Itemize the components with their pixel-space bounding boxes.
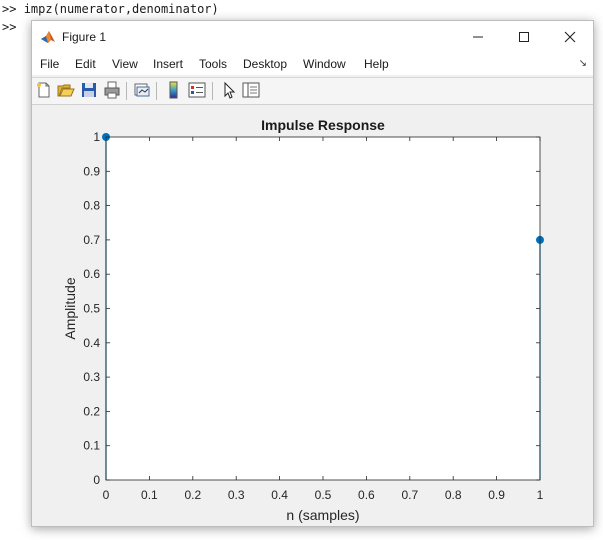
- prompt-symbol: >>: [2, 20, 17, 34]
- prompt-symbol: >>: [2, 2, 17, 16]
- x-tick-label: 0.8: [445, 488, 462, 502]
- y-tick-label: 0.3: [83, 370, 100, 384]
- x-tick-label: 0.1: [141, 488, 158, 502]
- insert-legend-icon[interactable]: [188, 81, 206, 99]
- prompt-line[interactable]: >>: [2, 20, 16, 34]
- x-tick-label: 0.7: [401, 488, 418, 502]
- close-icon: [564, 31, 576, 43]
- menu-window[interactable]: Window: [303, 57, 346, 71]
- new-figure-icon[interactable]: [35, 81, 53, 99]
- menu-edit[interactable]: Edit: [75, 57, 96, 71]
- menu-insert[interactable]: Insert: [153, 57, 184, 71]
- maximize-icon: [519, 32, 529, 42]
- menu-desktop[interactable]: Desktop: [243, 57, 288, 71]
- edit-plot-icon[interactable]: [220, 81, 238, 99]
- menu-tools[interactable]: Tools: [199, 57, 228, 71]
- window-title: Figure 1: [62, 30, 107, 44]
- open-file-icon[interactable]: [57, 81, 75, 99]
- command-text: impz(numerator,denominator): [23, 2, 219, 16]
- x-tick-label: 0.6: [358, 488, 375, 502]
- x-axis-label: n (samples): [286, 507, 359, 523]
- y-tick-label: 0.8: [83, 199, 100, 213]
- y-tick-label: 0.4: [83, 336, 100, 350]
- y-tick-label: 1: [93, 130, 100, 144]
- close-button[interactable]: [547, 21, 593, 53]
- save-icon[interactable]: [80, 81, 98, 99]
- chart-title: Impulse Response: [261, 117, 385, 133]
- x-tick-label: 0.4: [271, 488, 288, 502]
- toolbar-separator: [126, 82, 127, 100]
- x-tick-label: 0.9: [488, 488, 505, 502]
- toolbar-separator: [156, 82, 157, 100]
- y-tick-label: 0.5: [83, 302, 100, 316]
- command-line: >> impz(numerator,denominator): [2, 2, 219, 16]
- axes-background: [106, 137, 540, 480]
- x-tick-label: 1: [537, 488, 544, 502]
- property-inspector-icon[interactable]: [242, 81, 260, 99]
- toolbar-separator: [212, 82, 213, 100]
- x-tick-label: 0: [103, 488, 110, 502]
- menu-file[interactable]: File: [40, 57, 60, 71]
- figure-window: Figure 1 File Edit View Insert Tools Des…: [31, 20, 594, 527]
- figure-toolbar: [32, 77, 593, 105]
- matlab-logo-icon: [41, 31, 55, 43]
- y-tick-label: 0: [93, 473, 100, 487]
- y-tick-label: 0.2: [83, 404, 100, 418]
- y-tick-label: 0.6: [83, 267, 100, 281]
- x-tick-label: 0.2: [184, 488, 201, 502]
- x-tick-label: 0.3: [228, 488, 245, 502]
- y-axis-label: Amplitude: [62, 277, 78, 339]
- axes-box: [105, 136, 541, 481]
- impulse-response-plot[interactable]: 0 0.1 0.2 0.3 0.4 0.5 0.6 0.7 0.8 0.9 1 0 0.1 0.2 0.3 0…: [32, 21, 593, 526]
- y-tick-label: 0.9: [83, 164, 100, 178]
- title-bar[interactable]: Figure 1: [32, 21, 593, 53]
- x-tick-label: 0.5: [315, 488, 332, 502]
- y-tick-label: 0.7: [83, 233, 100, 247]
- menu-view[interactable]: View: [112, 57, 138, 71]
- link-plot-icon[interactable]: [133, 81, 151, 99]
- undock-arrow-icon[interactable]: ↘: [578, 58, 587, 69]
- menu-bar: File Edit View Insert Tools Desktop Wind…: [32, 53, 593, 75]
- print-icon[interactable]: [103, 81, 121, 99]
- command-window[interactable]: >> impz(numerator,denominator) >>: [0, 0, 603, 40]
- minimize-icon: [473, 36, 483, 38]
- maximize-button[interactable]: [501, 21, 547, 53]
- minimize-button[interactable]: [455, 21, 501, 53]
- menu-help[interactable]: Help: [364, 57, 389, 71]
- insert-colorbar-icon[interactable]: [165, 81, 183, 99]
- y-tick-label: 0.1: [83, 439, 100, 453]
